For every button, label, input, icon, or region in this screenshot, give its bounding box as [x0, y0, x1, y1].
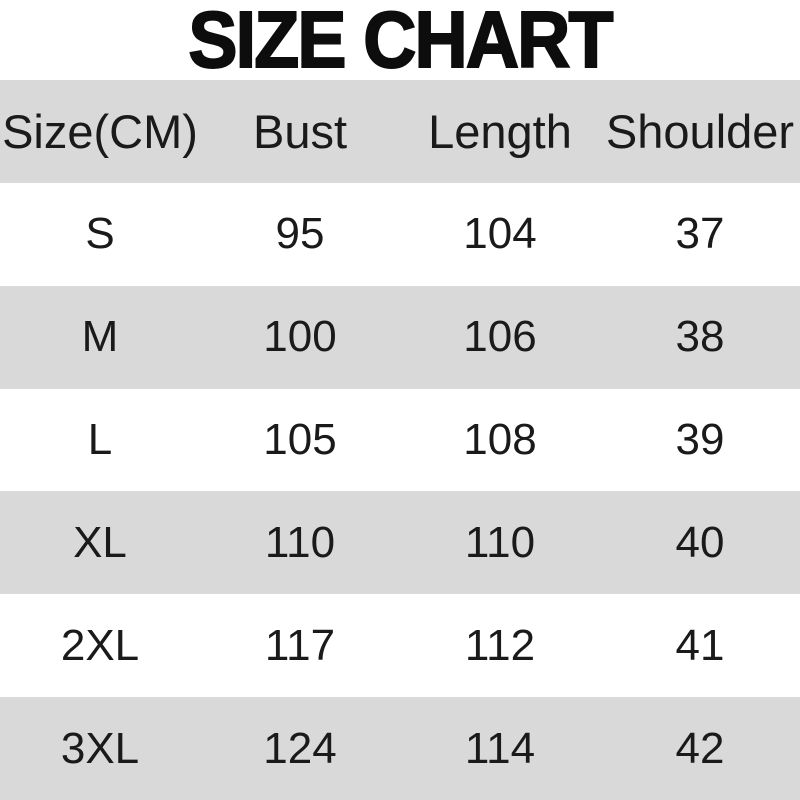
cell-bust: 110 [264, 517, 336, 567]
table-row-2xl: 2XL 117 112 41 [0, 594, 800, 698]
page-title: SIZE CHART [187, 0, 614, 84]
cell-length: 110 [464, 517, 536, 567]
cell-size: M [81, 312, 119, 362]
cell-bust: 105 [263, 414, 337, 464]
cell-shoulder: 37 [675, 209, 725, 259]
header-cell-size: Size(CM) [2, 104, 198, 158]
cell-size: L [87, 414, 113, 464]
cell-length: 112 [464, 620, 536, 670]
cell-shoulder: 38 [675, 312, 725, 362]
table-row-s: S 95 104 37 [0, 182, 800, 286]
header-cell-shoulder: Shoulder [605, 104, 795, 158]
header-cell-length: Length [428, 104, 572, 158]
cell-size: S [85, 209, 115, 259]
cell-bust: 95 [275, 209, 325, 259]
header-cell-bust: Bust [252, 104, 348, 158]
cell-length: 106 [463, 312, 537, 362]
cell-bust: 100 [263, 312, 337, 362]
cell-length: 104 [463, 209, 537, 259]
cell-size: 2XL [60, 620, 140, 670]
cell-shoulder: 41 [675, 620, 725, 670]
cell-length: 114 [464, 723, 536, 773]
cell-bust: 124 [263, 723, 337, 773]
table-row-l: L 105 108 39 [0, 388, 800, 492]
cell-size: 3XL [60, 723, 140, 773]
table-header-row: Size(CM) Bust Length Shoulder [0, 80, 800, 183]
title-bar: SIZE CHART [0, 0, 800, 84]
cell-shoulder: 40 [675, 517, 725, 567]
table-row-3xl: 3XL 124 114 42 [0, 697, 800, 800]
cell-bust: 117 [264, 620, 336, 670]
cell-size: XL [73, 517, 127, 567]
cell-shoulder: 42 [675, 723, 725, 773]
table-row-m: M 100 106 38 [0, 285, 800, 389]
cell-shoulder: 39 [675, 414, 725, 464]
size-table: Size(CM) Bust Length Shoulder S 95 104 3… [0, 80, 800, 800]
cell-length: 108 [463, 414, 537, 464]
table-row-xl: XL 110 110 40 [0, 491, 800, 595]
